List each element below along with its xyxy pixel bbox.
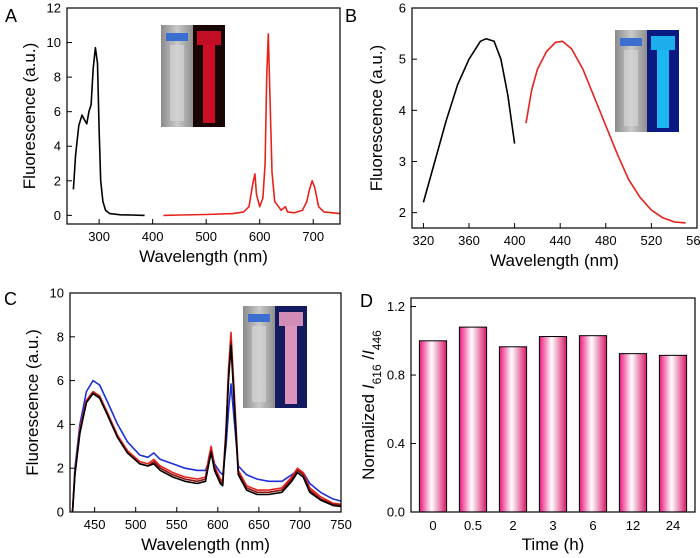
bar-0 (418, 340, 448, 513)
inset-photo-daylight (615, 30, 647, 132)
panel-letter: C (4, 289, 17, 309)
x-tick-label: 600 (207, 517, 229, 532)
y-axis-title: Normalized I616 /I446 (359, 330, 384, 480)
y-tick-label: 6 (57, 373, 64, 388)
x-tick-label: 440 (549, 233, 571, 248)
series-line-black (422, 37, 516, 203)
inset-photo-cuvette-red-emission (193, 25, 225, 127)
y-tick-label: 3 (399, 154, 406, 169)
panel-A: 300 400 500 600 700 0 2 4 6 8 10 12 Wavelength (nm) F… (5, 1, 341, 266)
inset-photo-cuvette-pink-emission (275, 306, 307, 408)
inset-photo-daylight (243, 306, 275, 408)
x-tick-label: 12 (626, 518, 640, 533)
bar-0.5 (458, 326, 488, 513)
y-tick-label: 6 (54, 104, 61, 119)
y-axis-title: Fluorescence (a.u.) (20, 43, 39, 189)
y-axis-title-part: Normalized (359, 389, 378, 480)
x-tick-label: 750 (330, 517, 352, 532)
y-axis-title-part: 446 (370, 330, 384, 350)
y-tick-label: 5 (399, 52, 406, 67)
series-line-red (163, 33, 341, 217)
panel-letter: D (360, 291, 373, 311)
y-tick-label: 8 (54, 70, 61, 85)
x-tick-label: 650 (248, 517, 270, 532)
y-tick-label: 0.4 (387, 436, 405, 451)
series-line-red (525, 40, 686, 224)
x-tick-label: 3 (549, 518, 556, 533)
x-tick-label: 700 (302, 229, 324, 244)
x-tick-label: 520 (641, 233, 663, 248)
y-tick-label: 0.0 (387, 505, 405, 520)
bar-12 (618, 353, 648, 513)
x-tick-label: 6 (589, 518, 596, 533)
plot-frame (69, 292, 342, 513)
y-axis-title: Fluorescence (a.u.) (23, 329, 42, 475)
x-tick-label: 320 (413, 233, 435, 248)
y-tick-label: 4 (57, 417, 64, 432)
bar-2 (498, 346, 528, 513)
x-tick-label: 600 (249, 229, 271, 244)
inset-photo-daylight (161, 25, 193, 127)
panel-C: 450 500 550 600 650 700 750 0 2 4 6 8 10 Wavelength (… (4, 286, 352, 555)
x-tick-label: 700 (289, 517, 311, 532)
x-tick-label: 450 (84, 517, 106, 532)
y-tick-label: 10 (47, 35, 61, 50)
x-tick-label: 550 (166, 517, 188, 532)
x-axis-title: Wavelength (nm) (141, 535, 270, 554)
y-tick-label: 8 (57, 329, 64, 344)
y-tick-label: 2 (57, 461, 64, 476)
inset-photo-cuvette-blue-emission (647, 30, 679, 132)
x-tick-label: 24 (666, 518, 680, 533)
x-tick-label: 500 (195, 229, 217, 244)
x-axis-title: Wavelength (nm) (139, 247, 268, 266)
x-tick-label: 0.5 (464, 518, 482, 533)
panel-B: 320 360 400 440 480 520 560 2 3 4 5 6 Wavelength (nm… (345, 1, 700, 271)
bar-3 (538, 336, 568, 513)
x-tick-label: 0 (429, 518, 436, 533)
bar-6 (578, 335, 608, 513)
y-tick-label: 12 (47, 1, 61, 16)
x-tick-label: 400 (142, 229, 164, 244)
x-tick-label: 2 (509, 518, 516, 533)
y-tick-label: 0 (57, 505, 64, 520)
x-tick-label: 360 (458, 233, 480, 248)
y-tick-label: 10 (50, 286, 64, 301)
x-tick-label: 560 (686, 233, 700, 248)
series-line-black (71, 344, 342, 513)
plot-frame (66, 7, 341, 225)
x-axis-title: Time (h) (522, 535, 585, 554)
y-tick-label: 6 (399, 1, 406, 16)
panel-letter: A (5, 6, 17, 26)
y-tick-label: 0 (54, 208, 61, 223)
y-axis-title: Fluorescence (a.u.) (367, 45, 386, 191)
x-tick-label: 480 (595, 233, 617, 248)
x-axis-title: Wavelength (nm) (490, 251, 619, 270)
y-tick-label: 2 (54, 173, 61, 188)
x-tick-label: 400 (504, 233, 526, 248)
panel-D: 0 0.5 2 3 6 12 24 0.0 0.4 0.8 1.2 Time (h) Normalize… (359, 291, 696, 554)
y-tick-label: 4 (54, 139, 61, 154)
y-tick-label: 0.8 (387, 368, 405, 383)
x-tick-label: 300 (88, 229, 110, 244)
bar-24 (658, 354, 688, 513)
y-tick-label: 4 (399, 103, 406, 118)
series-line-black (72, 46, 145, 217)
y-tick-label: 2 (399, 205, 406, 220)
y-tick-label: 1.2 (387, 299, 405, 314)
y-axis-title-part: 616 (370, 364, 384, 384)
y-axis-title-part: / (359, 355, 378, 365)
plot-frame (410, 297, 696, 513)
y-axis-title-part: I (359, 384, 378, 389)
y-axis-title-part: I (359, 350, 378, 355)
panel-letter: B (345, 6, 357, 26)
plot-frame (411, 7, 698, 229)
x-tick-label: 500 (125, 517, 147, 532)
